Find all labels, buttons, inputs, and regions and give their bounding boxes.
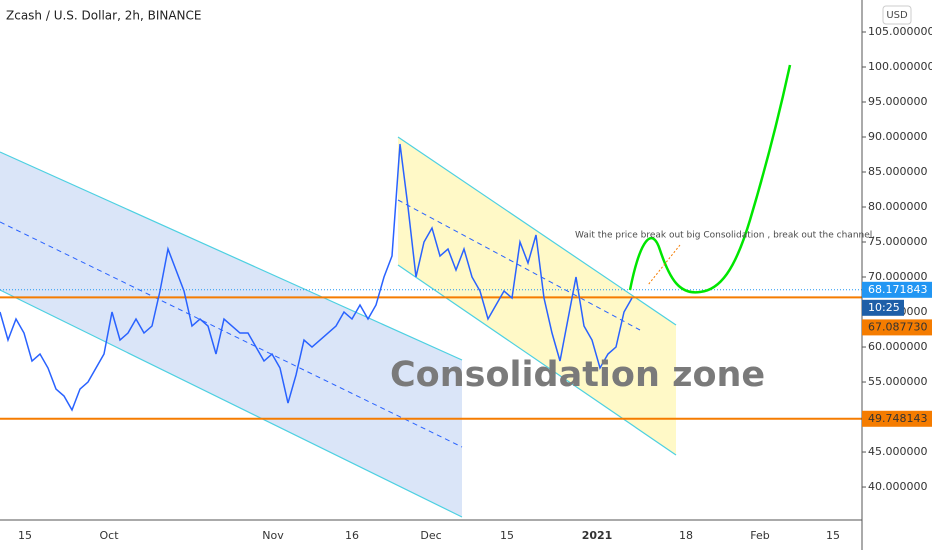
price-line — [0, 143, 633, 412]
y-tick-label: 90.000000 — [868, 130, 928, 143]
channel-line — [0, 289, 463, 518]
y-tick-label: 85.000000 — [868, 165, 928, 178]
currency[interactable]: USD — [886, 10, 908, 21]
last-price-box — [862, 281, 932, 298]
y-tick-label: 45.000000 — [868, 445, 928, 458]
yellow-channel-fill — [398, 137, 676, 455]
x-tick-label: 15 — [500, 529, 514, 542]
x-tick-label: Feb — [750, 529, 769, 542]
y-tick-label: 105.000000 — [868, 25, 932, 38]
y-tick-label: 40.000000 — [868, 480, 928, 493]
y-tick-label: 70.000000 — [868, 270, 928, 283]
channel-line — [0, 151, 463, 361]
y-tick-label: 75.000000 — [868, 235, 928, 248]
y-tick-label: 95.000000 — [868, 95, 928, 108]
x-tick-label: 2021 — [582, 529, 613, 542]
y-tick-label: 55.000000 — [868, 375, 928, 388]
y-tick-label: 60.000000 — [868, 340, 928, 353]
last-price-label: 68.171843 — [868, 283, 928, 296]
x-tick-label: 16 — [345, 529, 359, 542]
x-tick-label: 15 — [18, 529, 32, 542]
x-tick-label: 15 — [826, 529, 840, 542]
countdown: 10:25 — [868, 301, 900, 314]
currency-button[interactable] — [882, 5, 912, 25]
chart-title: Zcash / U.S. Dollar, 2h, BINANCE — [6, 9, 201, 23]
projection-curve — [628, 64, 792, 294]
countdown-box — [862, 299, 904, 316]
annotation-arrow — [647, 244, 681, 286]
axis-group: 40.00000045.00000050.00000055.00000060.0… — [18, 25, 932, 542]
level-label: 67.087730 — [868, 320, 928, 333]
y-tick-label: 100.000000 — [868, 60, 932, 73]
x-tick-label: 18 — [679, 529, 693, 542]
channel-midline — [397, 199, 641, 331]
x-tick-label: Dec — [420, 529, 441, 542]
y-tick-label: 80.000000 — [868, 200, 928, 213]
x-tick-label: Nov — [262, 529, 284, 542]
channel-line — [397, 136, 677, 326]
levels — [0, 289, 862, 420]
level-box — [862, 319, 932, 336]
plot — [0, 143, 633, 412]
level-box — [862, 410, 932, 427]
annotation: Wait the price break out big Consolidati… — [575, 231, 875, 241]
level-label: 49.748143 — [868, 412, 928, 425]
channel-midline — [0, 221, 463, 448]
annotation: Consolidation zone — [390, 355, 765, 395]
x-tick-label: Oct — [99, 529, 119, 542]
